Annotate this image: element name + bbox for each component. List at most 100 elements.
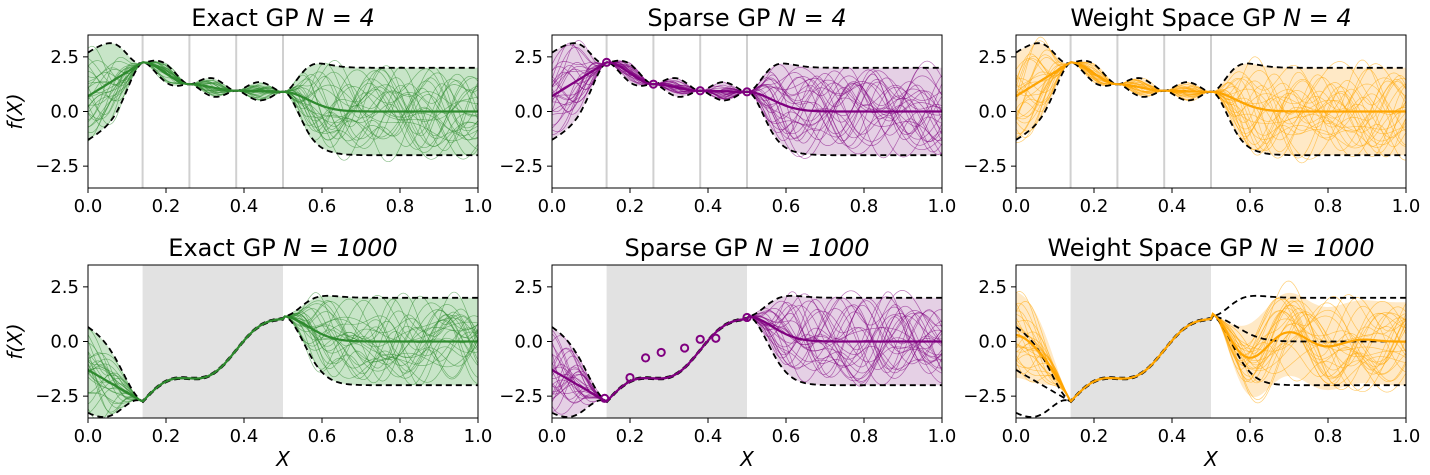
panel-weight-1000: 0.0 0.2 0.4 0.6 0.8 1.0 2.5 0.0 −2.5 Weight Space… bbox=[963, 234, 1420, 471]
plot-area bbox=[88, 35, 478, 188]
y-tick-label: 0.0 bbox=[514, 102, 543, 123]
x-tick-label: 0.6 bbox=[772, 426, 801, 447]
y-tick-label: −2.5 bbox=[499, 156, 543, 177]
x-tick-label: 0.0 bbox=[74, 196, 103, 217]
x-tick-label: 0.8 bbox=[850, 196, 879, 217]
panel-title-n: N = 1000 bbox=[1260, 234, 1374, 262]
x-tick-label: 0.2 bbox=[152, 196, 181, 217]
y-tick-label: −2.5 bbox=[963, 386, 1007, 407]
x-tick-label: 0.4 bbox=[1158, 426, 1187, 447]
y-tick-label: 2.5 bbox=[978, 277, 1007, 298]
x-tick-label: 0.0 bbox=[1002, 426, 1031, 447]
panel-title: Exact GP N = 4 bbox=[191, 4, 375, 32]
panel-exact-1000: 0.0 0.2 0.4 0.6 0.8 1.0 2.5 0.0 −2.5 Exact GP N =… bbox=[3, 234, 492, 471]
y-tick-label: 0.0 bbox=[50, 102, 79, 123]
x-tick-label: 0.6 bbox=[308, 426, 337, 447]
x-tick-label: 0.4 bbox=[694, 426, 723, 447]
panel-title-n: N = 4 bbox=[778, 4, 847, 32]
panel-title: Weight Space GP N = 4 bbox=[1070, 4, 1351, 32]
posterior-mean-line bbox=[1016, 61, 1406, 113]
panel-title-n: N = 1000 bbox=[755, 234, 869, 262]
x-tick-label: 0.8 bbox=[386, 426, 415, 447]
inducing-point bbox=[600, 393, 610, 403]
inducing-point bbox=[602, 57, 612, 67]
x-tick-label: 0.6 bbox=[308, 196, 337, 217]
x-tick-label: 0.8 bbox=[386, 196, 415, 217]
y-tick-label: 2.5 bbox=[514, 47, 543, 68]
training-region bbox=[1070, 265, 1211, 418]
posterior-mean-line bbox=[88, 61, 478, 113]
y-axis-label: f(X) bbox=[3, 323, 27, 359]
x-tick-label: 0.2 bbox=[1080, 426, 1109, 447]
y-axis-label: f(X) bbox=[3, 93, 27, 129]
posterior-mean-line bbox=[552, 315, 942, 403]
posterior-mean-line bbox=[1016, 312, 1406, 403]
panel-title-text: Sparse GP bbox=[624, 234, 755, 262]
panel-title-text: Exact GP bbox=[191, 4, 306, 32]
inducing-point bbox=[695, 334, 705, 344]
y-tick-label: 0.0 bbox=[514, 332, 543, 353]
panel-sparse-1000: 0.0 0.2 0.4 0.6 0.8 1.0 2.5 0.0 −2.5 Sparse GP N … bbox=[499, 234, 956, 471]
inducing-point bbox=[711, 333, 721, 343]
inducing-point bbox=[695, 86, 705, 96]
y-tick-label: 0.0 bbox=[978, 332, 1007, 353]
x-tick-label: 0.0 bbox=[1002, 196, 1031, 217]
y-tick-label: 0.0 bbox=[978, 102, 1007, 123]
x-tick-label: 1.0 bbox=[464, 426, 493, 447]
x-tick-label: 1.0 bbox=[464, 196, 493, 217]
x-tick-label: 0.6 bbox=[1236, 196, 1265, 217]
x-tick-label: 0.8 bbox=[850, 426, 879, 447]
plot-area bbox=[1016, 265, 1406, 418]
x-tick-label: 0.2 bbox=[616, 426, 645, 447]
x-tick-label: 1.0 bbox=[1392, 196, 1421, 217]
x-tick-label: 0.4 bbox=[1158, 196, 1187, 217]
x-axis-label: X bbox=[275, 447, 291, 471]
x-tick-label: 1.0 bbox=[1392, 426, 1421, 447]
training-region bbox=[606, 265, 747, 418]
panel-sparse-4: 0.0 0.2 0.4 0.6 0.8 1.0 2.5 0.0 −2.5 Sparse GP N … bbox=[499, 4, 956, 217]
x-tick-label: 0.0 bbox=[538, 426, 567, 447]
x-tick-label: 0.0 bbox=[74, 426, 103, 447]
plot-area bbox=[1016, 35, 1406, 188]
x-axis-label: X bbox=[1203, 447, 1219, 471]
panel-title-text: Weight Space GP bbox=[1047, 234, 1260, 262]
plot-area bbox=[552, 265, 942, 418]
posterior-mean-line bbox=[552, 61, 942, 113]
plot-area bbox=[552, 35, 942, 188]
y-tick-label: 0.0 bbox=[50, 332, 79, 353]
y-tick-label: −2.5 bbox=[35, 156, 79, 177]
posterior-band bbox=[88, 295, 478, 417]
y-tick-label: −2.5 bbox=[35, 386, 79, 407]
panel-title-text: Sparse GP bbox=[647, 4, 778, 32]
panel-title: Weight Space GP N = 1000 bbox=[1047, 234, 1374, 262]
panel-title: Exact GP N = 1000 bbox=[168, 234, 397, 262]
x-tick-label: 0.6 bbox=[1236, 426, 1265, 447]
y-tick-label: −2.5 bbox=[499, 386, 543, 407]
x-axis-label: X bbox=[739, 447, 755, 471]
x-tick-label: 0.8 bbox=[1314, 426, 1343, 447]
panel-title: Sparse GP N = 4 bbox=[647, 4, 846, 32]
training-region bbox=[142, 265, 283, 418]
x-tick-label: 0.6 bbox=[772, 196, 801, 217]
y-tick-label: 2.5 bbox=[978, 47, 1007, 68]
y-tick-label: 2.5 bbox=[50, 47, 79, 68]
x-tick-label: 0.8 bbox=[1314, 196, 1343, 217]
y-tick-label: −2.5 bbox=[963, 156, 1007, 177]
inducing-point bbox=[625, 372, 635, 383]
plot-area bbox=[88, 265, 478, 418]
inducing-point bbox=[742, 312, 752, 323]
panel-title-n: N = 1000 bbox=[283, 234, 397, 262]
x-tick-label: 0.4 bbox=[230, 426, 259, 447]
x-tick-label: 0.2 bbox=[1080, 196, 1109, 217]
posterior-band bbox=[552, 295, 942, 417]
panel-exact-4: 0.0 0.2 0.4 0.6 0.8 1.0 2.5 0.0 −2.5 Exact GP N =… bbox=[3, 4, 492, 217]
x-tick-label: 0.2 bbox=[616, 196, 645, 217]
inducing-point bbox=[648, 79, 659, 89]
y-tick-label: 2.5 bbox=[514, 277, 543, 298]
panel-title-text: Exact GP bbox=[168, 234, 283, 262]
panel-title-n: N = 4 bbox=[306, 4, 375, 32]
inducing-point bbox=[641, 353, 651, 363]
x-tick-label: 0.2 bbox=[152, 426, 181, 447]
x-tick-label: 0.4 bbox=[230, 196, 259, 217]
